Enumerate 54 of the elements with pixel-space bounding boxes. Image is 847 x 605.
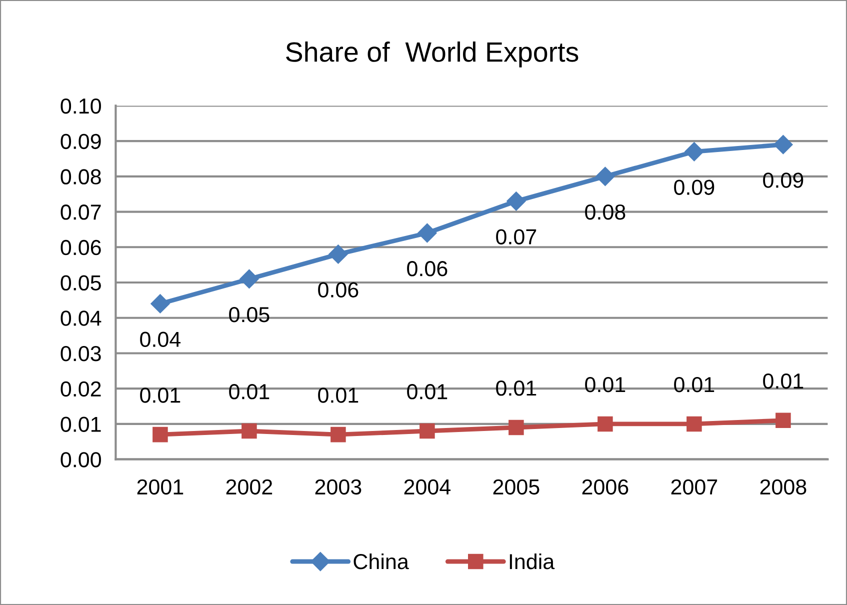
data-label: 0.01: [496, 380, 536, 396]
x-tick-label: 2002: [226, 479, 272, 495]
data-label: 0.01: [140, 388, 180, 403]
point: [508, 420, 524, 436]
point: [776, 412, 791, 428]
point: [506, 192, 526, 211]
point: [686, 416, 702, 432]
data-label: 0.01: [229, 384, 270, 400]
point: [242, 423, 257, 439]
x-tick-label: 2001: [137, 479, 184, 495]
point: [330, 426, 346, 442]
y-tick-label: 0.01: [60, 416, 101, 432]
point: [598, 416, 613, 432]
point: [420, 423, 435, 439]
point: [328, 244, 348, 264]
y-tick-label: 0.08: [60, 169, 101, 184]
y-tick-label: 0.04: [60, 310, 102, 326]
chart-title: Share of World Exports: [286, 42, 578, 68]
data-label: 0.06: [318, 282, 358, 298]
legend-label: India: [510, 553, 555, 570]
data-label: 0.07: [496, 229, 536, 244]
y-tick-label: 0.00: [60, 452, 101, 468]
x-tick-label: 2005: [493, 479, 540, 495]
y-tick-label: 0.06: [60, 240, 101, 256]
x-tick-label: 2008: [760, 479, 806, 495]
data-label: 0.01: [674, 376, 714, 392]
data-label: 0.09: [674, 180, 714, 195]
data-label: 0.08: [585, 204, 626, 220]
data-label: 0.09: [763, 172, 804, 188]
y-tick-label: 0.09: [60, 134, 101, 150]
legend-label: China: [354, 553, 409, 570]
y-tick-label: 0.07: [60, 204, 101, 220]
data-label: 0.01: [407, 384, 448, 400]
point: [418, 223, 437, 243]
data-label: 0.01: [585, 376, 626, 392]
x-tick-label: 2007: [671, 479, 718, 495]
y-tick-label: 0.05: [60, 275, 101, 291]
data-label: 0.06: [407, 261, 448, 276]
x-tick-label: 2003: [315, 479, 362, 495]
x-tick-label: 2004: [404, 479, 451, 495]
data-label: 0.01: [318, 388, 358, 403]
point: [684, 142, 704, 162]
point: [240, 269, 259, 288]
point: [150, 294, 170, 314]
y-tick-label: 0.03: [60, 346, 101, 362]
y-tick-label: 0.10: [60, 98, 101, 114]
point: [774, 135, 793, 154]
data-label: 0.04: [140, 332, 181, 347]
point: [596, 166, 615, 186]
y-tick-label: 0.02: [60, 381, 101, 397]
data-label: 0.05: [229, 307, 270, 322]
data-label: 0.01: [763, 373, 804, 389]
x-tick-label: 2006: [582, 479, 628, 495]
point: [152, 426, 168, 442]
